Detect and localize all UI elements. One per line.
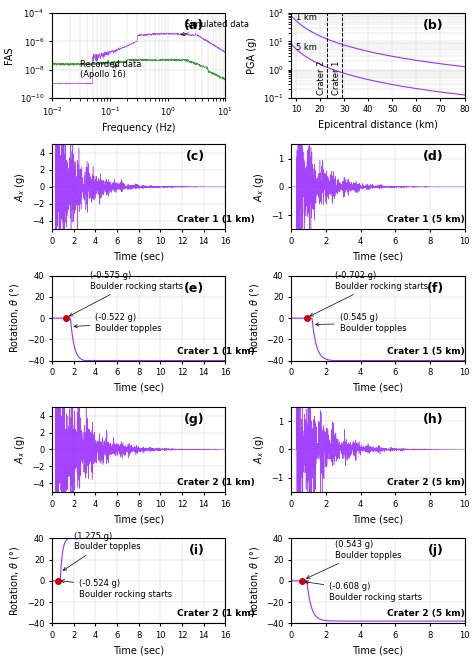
Text: (-0.702 g)
Boulder rocking starts: (-0.702 g) Boulder rocking starts <box>310 271 428 316</box>
Text: 1 km: 1 km <box>296 14 317 22</box>
Text: (f): (f) <box>427 281 444 295</box>
Text: Crater 2 (1 km): Crater 2 (1 km) <box>177 478 255 487</box>
Text: (0.543 g)
Boulder topples: (0.543 g) Boulder topples <box>307 540 401 579</box>
Text: Crater 2: Crater 2 <box>317 60 326 94</box>
Y-axis label: FAS: FAS <box>4 47 14 64</box>
Y-axis label: Rotation, $\theta$ ($\degree$): Rotation, $\theta$ ($\degree$) <box>9 546 21 616</box>
Text: Simulated data: Simulated data <box>181 20 249 35</box>
Text: (-0.575 g)
Boulder rocking starts: (-0.575 g) Boulder rocking starts <box>69 271 183 316</box>
Text: Crater 1 (5 km): Crater 1 (5 km) <box>387 347 465 356</box>
Text: (-0.608 g)
Boulder rocking starts: (-0.608 g) Boulder rocking starts <box>305 581 422 602</box>
Text: Recorded data
(Apollo 16): Recorded data (Apollo 16) <box>80 60 141 79</box>
Text: Crater 2 (1 km): Crater 2 (1 km) <box>177 609 255 619</box>
X-axis label: Time (sec): Time (sec) <box>113 382 164 393</box>
Text: (j): (j) <box>428 544 444 558</box>
Y-axis label: $A_x$ (g): $A_x$ (g) <box>252 435 266 464</box>
Text: (i): (i) <box>189 544 205 558</box>
Text: Crater 1: Crater 1 <box>332 60 341 94</box>
Text: (g): (g) <box>184 413 205 426</box>
Text: Crater 1 (1 km): Crater 1 (1 km) <box>177 215 255 224</box>
X-axis label: Time (sec): Time (sec) <box>113 251 164 261</box>
Text: (d): (d) <box>423 150 444 163</box>
X-axis label: Time (sec): Time (sec) <box>352 646 403 655</box>
Text: (b): (b) <box>423 19 444 32</box>
Text: (a): (a) <box>184 19 205 32</box>
Y-axis label: $A_x$ (g): $A_x$ (g) <box>13 435 27 464</box>
Y-axis label: Rotation, $\theta$ ($\degree$): Rotation, $\theta$ ($\degree$) <box>247 283 261 353</box>
X-axis label: Epicentral distance (km): Epicentral distance (km) <box>318 120 438 130</box>
Text: Crater 1 (5 km): Crater 1 (5 km) <box>387 215 465 224</box>
Y-axis label: $A_x$ (g): $A_x$ (g) <box>252 172 266 201</box>
Text: (-0.522 g)
Boulder topples: (-0.522 g) Boulder topples <box>74 314 162 333</box>
X-axis label: Time (sec): Time (sec) <box>352 514 403 524</box>
Text: Crater 1 (1 km): Crater 1 (1 km) <box>177 347 255 356</box>
Y-axis label: Rotation, $\theta$ ($\degree$): Rotation, $\theta$ ($\degree$) <box>247 546 261 616</box>
Text: Crater 2 (5 km): Crater 2 (5 km) <box>387 609 465 619</box>
Text: (c): (c) <box>185 150 205 163</box>
Y-axis label: $A_x$ (g): $A_x$ (g) <box>13 172 27 201</box>
Text: (0.545 g)
Boulder topples: (0.545 g) Boulder topples <box>316 314 406 333</box>
X-axis label: Time (sec): Time (sec) <box>113 514 164 524</box>
X-axis label: Frequency (Hz): Frequency (Hz) <box>102 123 175 133</box>
X-axis label: Time (sec): Time (sec) <box>352 382 403 393</box>
Text: (1.275 g)
Boulder topples: (1.275 g) Boulder topples <box>63 531 140 571</box>
Y-axis label: Rotation, $\theta$ ($\degree$): Rotation, $\theta$ ($\degree$) <box>9 283 21 353</box>
X-axis label: Time (sec): Time (sec) <box>113 646 164 655</box>
Text: (h): (h) <box>423 413 444 426</box>
Y-axis label: PGA (g): PGA (g) <box>247 37 257 74</box>
X-axis label: Time (sec): Time (sec) <box>352 251 403 261</box>
Text: Crater 2 (5 km): Crater 2 (5 km) <box>387 478 465 487</box>
Text: (e): (e) <box>184 281 205 295</box>
Text: (-0.524 g)
Boulder rocking starts: (-0.524 g) Boulder rocking starts <box>61 579 173 599</box>
Text: 5 km: 5 km <box>296 43 317 52</box>
